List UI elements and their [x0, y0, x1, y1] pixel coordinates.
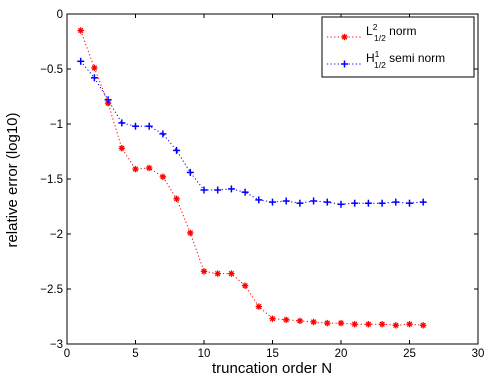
data-point-h1-semi-norm	[255, 196, 263, 204]
data-point-h1-semi-norm	[419, 198, 427, 206]
data-point-h1-semi-norm	[118, 119, 126, 127]
data-point-l2-norm	[337, 319, 345, 327]
x-axis-label: truncation order N	[212, 360, 332, 376]
y-tick-label: −2	[50, 229, 63, 241]
data-point-h1-semi-norm	[296, 199, 304, 207]
data-point-h1-semi-norm	[104, 96, 112, 104]
data-point-h1-semi-norm	[310, 197, 318, 205]
data-point-l2-norm	[378, 321, 386, 328]
legend-marker-l2-norm	[341, 33, 348, 41]
data-point-l2-norm	[296, 317, 304, 325]
data-point-l2-norm	[159, 173, 167, 180]
data-point-l2-norm	[392, 322, 399, 329]
data-point-h1-semi-norm	[77, 57, 85, 65]
legend-marker-h1-semi-norm	[341, 60, 348, 68]
y-tick-label: −1.5	[40, 174, 63, 186]
data-point-h1-semi-norm	[173, 146, 181, 154]
data-point-h1-semi-norm	[200, 186, 208, 194]
x-tick-label: 20	[335, 348, 348, 360]
data-point-l2-norm	[91, 64, 98, 72]
data-point-h1-semi-norm	[337, 200, 345, 208]
data-point-h1-semi-norm	[90, 74, 98, 82]
data-point-l2-norm	[200, 268, 208, 275]
data-point-l2-norm	[283, 316, 290, 323]
x-tick-label: 15	[266, 348, 279, 360]
x-tick-label: 30	[472, 348, 485, 360]
data-point-l2-norm	[365, 321, 372, 328]
data-point-h1-semi-norm	[241, 188, 249, 196]
legend-box	[321, 16, 475, 78]
y-axis-label: relative error (log10)	[4, 112, 21, 247]
y-tick-label: −2.5	[40, 284, 63, 296]
data-point-l2-norm	[406, 321, 413, 328]
data-point-l2-norm	[146, 164, 153, 172]
data-point-l2-norm	[173, 195, 180, 202]
data-point-h1-semi-norm	[392, 198, 400, 206]
x-tick-label: 0	[64, 348, 70, 360]
series-layer	[77, 27, 427, 329]
data-point-h1-semi-norm	[186, 168, 194, 176]
data-point-h1-semi-norm	[406, 199, 413, 207]
data-point-h1-semi-norm	[364, 199, 372, 207]
data-point-l2-norm	[77, 27, 84, 34]
data-point-l2-norm	[132, 165, 139, 173]
data-point-h1-semi-norm	[269, 198, 276, 206]
data-point-l2-norm	[241, 282, 249, 289]
x-tick-label: 10	[198, 348, 211, 360]
data-point-h1-semi-norm	[145, 122, 153, 130]
data-point-l2-norm	[187, 229, 194, 237]
data-point-l2-norm	[420, 322, 427, 329]
data-point-h1-semi-norm	[214, 186, 222, 194]
y-tick-label: −1	[50, 119, 63, 131]
legend: L2 1/2 norm H1 1/2 semi norm	[321, 16, 475, 78]
y-tick-label: −0.5	[40, 64, 63, 76]
data-point-h1-semi-norm	[159, 130, 167, 138]
data-point-h1-semi-norm	[132, 122, 139, 130]
data-point-l2-norm	[118, 145, 125, 152]
data-point-l2-norm	[351, 321, 358, 328]
data-point-h1-semi-norm	[323, 198, 331, 206]
legend-label-h1-semi-norm: H1 1/2 semi norm	[366, 49, 445, 70]
axis-ticks: 0 5 10 15 20 25 30 −3 −2.5 −2 −1.5 −1 −0.5 0	[40, 9, 484, 360]
data-point-l2-norm	[214, 270, 221, 277]
data-point-l2-norm	[269, 315, 276, 322]
data-point-h1-semi-norm	[378, 199, 386, 207]
data-point-h1-semi-norm	[282, 197, 290, 205]
data-point-l2-norm	[310, 318, 317, 326]
x-tick-label: 5	[132, 348, 138, 360]
data-point-h1-semi-norm	[351, 199, 359, 207]
data-point-l2-norm	[255, 303, 262, 310]
legend-label-l2-norm: L2 1/2 norm	[366, 22, 417, 43]
y-tick-label: −3	[50, 339, 63, 351]
data-point-h1-semi-norm	[227, 185, 235, 193]
y-tick-label: 0	[57, 9, 63, 21]
data-point-l2-norm	[228, 270, 235, 277]
x-tick-label: 25	[403, 348, 416, 360]
data-point-l2-norm	[324, 319, 331, 327]
